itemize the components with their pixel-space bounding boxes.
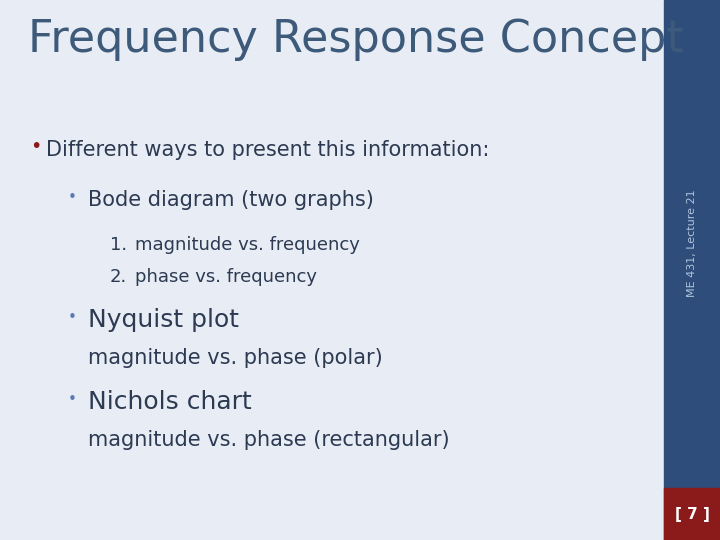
Text: •: • — [30, 137, 41, 156]
Text: magnitude vs. phase (polar): magnitude vs. phase (polar) — [88, 348, 383, 368]
Text: •: • — [68, 191, 77, 206]
Bar — [664, 0, 720, 540]
Bar — [664, 488, 720, 540]
Text: 1.: 1. — [110, 236, 127, 254]
Text: phase vs. frequency: phase vs. frequency — [135, 268, 317, 286]
Text: ME 431, Lecture 21: ME 431, Lecture 21 — [687, 189, 697, 297]
Text: Nichols chart: Nichols chart — [88, 390, 252, 414]
Text: magnitude vs. frequency: magnitude vs. frequency — [135, 236, 360, 254]
Text: magnitude vs. phase (rectangular): magnitude vs. phase (rectangular) — [88, 430, 449, 450]
Text: •: • — [68, 310, 77, 326]
Text: Bode diagram (two graphs): Bode diagram (two graphs) — [88, 190, 374, 210]
Text: •: • — [68, 393, 77, 408]
Text: Nyquist plot: Nyquist plot — [88, 308, 239, 332]
Text: 2.: 2. — [110, 268, 127, 286]
Text: Different ways to present this information:: Different ways to present this informati… — [46, 140, 490, 160]
Text: [ 7 ]: [ 7 ] — [675, 507, 709, 522]
Text: Frequency Response Concept: Frequency Response Concept — [28, 18, 684, 61]
